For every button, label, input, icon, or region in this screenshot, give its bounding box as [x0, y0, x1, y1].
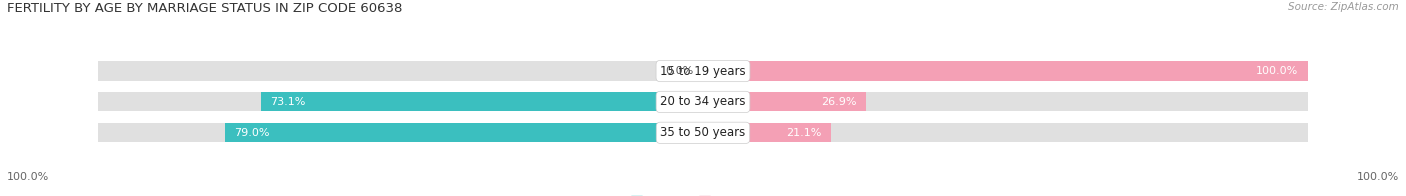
Text: 100.0%: 100.0%	[1357, 172, 1399, 182]
Text: FERTILITY BY AGE BY MARRIAGE STATUS IN ZIP CODE 60638: FERTILITY BY AGE BY MARRIAGE STATUS IN Z…	[7, 2, 402, 15]
Text: 15 to 19 years: 15 to 19 years	[661, 64, 745, 78]
Bar	[703, 62, 1308, 81]
Text: 0.0%: 0.0%	[665, 66, 695, 76]
Text: 35 to 50 years: 35 to 50 years	[661, 126, 745, 139]
Text: 100.0%: 100.0%	[1257, 66, 1299, 76]
Bar	[703, 123, 1308, 142]
Text: 21.1%: 21.1%	[786, 128, 821, 138]
Text: 79.0%: 79.0%	[235, 128, 270, 138]
Bar	[703, 123, 831, 142]
Bar	[98, 123, 703, 142]
Bar	[98, 62, 703, 81]
Bar	[225, 123, 703, 142]
Text: 20 to 34 years: 20 to 34 years	[661, 95, 745, 108]
Bar	[703, 92, 866, 112]
Text: Source: ZipAtlas.com: Source: ZipAtlas.com	[1288, 2, 1399, 12]
Text: 73.1%: 73.1%	[270, 97, 305, 107]
Bar	[703, 62, 1308, 81]
Text: 100.0%: 100.0%	[7, 172, 49, 182]
Text: 26.9%: 26.9%	[821, 97, 856, 107]
Bar	[262, 92, 703, 112]
Legend: Married, Unmarried: Married, Unmarried	[627, 191, 779, 196]
Bar	[703, 92, 1308, 112]
Bar	[98, 92, 703, 112]
